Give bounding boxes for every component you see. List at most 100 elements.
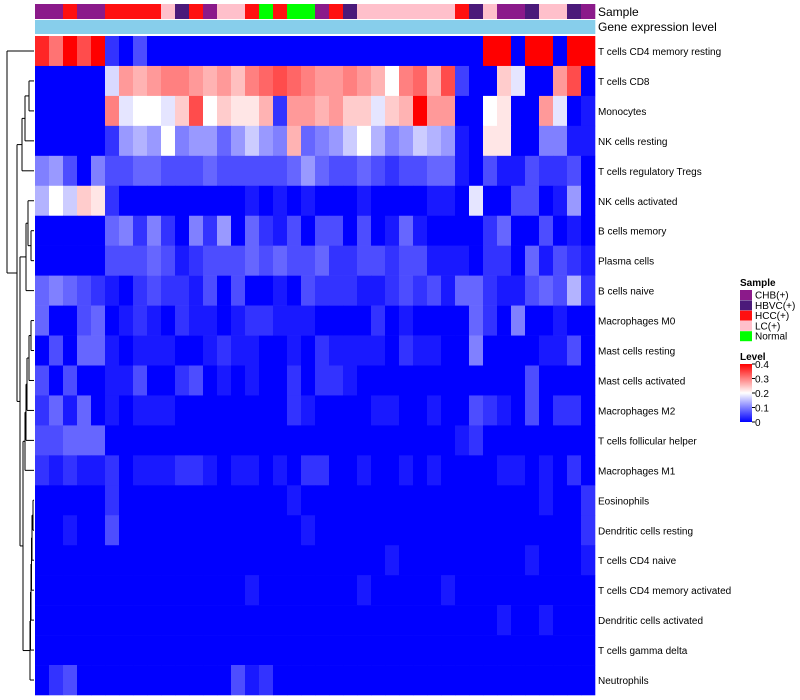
heatmap-cell [385,635,400,666]
heatmap-cell [371,335,386,366]
heatmap-cell [287,185,302,217]
heatmap-cell [245,185,260,217]
heatmap-cell [315,515,330,546]
heatmap-cell [147,455,162,486]
heatmap-cell [329,635,344,666]
heatmap-cell [511,95,526,127]
heatmap-cell [343,36,358,67]
heatmap-cell [413,515,428,546]
heatmap-cell [469,635,484,666]
sample-annotation-cell [371,4,386,19]
heatmap-cell [231,395,246,426]
heatmap-cell [539,665,554,696]
sample-annotation-cell [63,4,78,19]
heatmap-cell [441,575,456,606]
heatmap-cell [63,155,78,187]
gene-expression-annotation-cell [133,20,148,34]
heatmap-cell [553,185,568,217]
heatmap-cell [525,605,540,636]
heatmap-cell [301,305,316,336]
heatmap-cell [105,215,120,246]
heatmap-cell [343,575,358,606]
heatmap-cell [567,485,582,516]
heatmap-cell [63,455,78,486]
gene-expression-annotation-cell [385,20,400,34]
heatmap-cell [175,455,190,486]
heatmap-cell [259,185,274,217]
heatmap-cell [49,275,64,306]
heatmap-cell [105,125,120,157]
heatmap-cell [581,395,596,426]
heatmap-cell [63,515,78,546]
sample-annotation-cell [385,4,400,19]
heatmap-cell [455,305,470,336]
heatmap-cell [63,425,78,456]
row-label: T cells gamma delta [598,646,688,657]
gene-expression-annotation-cell [413,20,428,34]
heatmap-cell [35,605,50,636]
row-label: Dendritic cells activated [598,616,703,627]
heatmap-cell [399,335,414,366]
heatmap-cell [441,635,456,666]
heatmap-cell [455,635,470,666]
heatmap-cell [483,245,498,276]
heatmap-cell [105,545,120,576]
heatmap-cell [511,335,526,366]
legend-level-tick-label: 0.4 [755,360,769,371]
heatmap-cell [175,395,190,426]
heatmap-cell [567,275,582,306]
heatmap-cell [371,36,386,67]
heatmap-cell [483,65,498,97]
heatmap-cell [469,665,484,696]
heatmap-cell [567,65,582,97]
gene-expression-annotation-cell [329,20,344,34]
annotation-label-gene-expression: Gene expression level [598,20,717,34]
heatmap-cell [371,155,386,187]
heatmap-cell [231,125,246,157]
heatmap-cell [455,665,470,696]
heatmap-cell [343,65,358,97]
gene-expression-annotation-cell [371,20,386,34]
heatmap-cell [49,425,64,456]
heatmap-cell [189,125,204,157]
heatmap-cell [63,635,78,666]
heatmap-cell [399,575,414,606]
row-label: B cells naive [598,287,655,298]
heatmap-cell [553,635,568,666]
heatmap-cell [189,305,204,336]
heatmap-cell [105,455,120,486]
heatmap-cell [413,155,428,187]
heatmap-cell [525,185,540,217]
row-label: T cells CD4 memory resting [598,47,721,58]
heatmap-cell [413,635,428,666]
heatmap-cell [35,365,50,396]
heatmap-cell [483,665,498,696]
heatmap-cell [133,305,148,336]
heatmap-cell [385,605,400,636]
heatmap-cell [217,545,232,576]
heatmap-cell [553,125,568,157]
heatmap-cell [315,545,330,576]
heatmap-cell [483,215,498,246]
heatmap-cell [273,665,288,696]
heatmap-cell [217,335,232,366]
gene-expression-annotation-cell [161,20,176,34]
heatmap-cell [441,455,456,486]
gene-expression-annotation-cell [105,20,120,34]
heatmap-cell [189,425,204,456]
heatmap-cell [343,95,358,127]
heatmap-cell [483,455,498,486]
heatmap-cell [441,245,456,276]
heatmap-cell [35,635,50,666]
heatmap-cell [217,635,232,666]
heatmap-cell [217,365,232,396]
heatmap-cell [511,245,526,276]
heatmap-cell [77,185,92,217]
heatmap-cell [469,36,484,67]
heatmap-cell [217,215,232,246]
legend-sample-swatch [740,320,752,331]
heatmap-cell [385,125,400,157]
heatmap-cells [35,36,596,696]
heatmap-cell [497,395,512,426]
heatmap-cell [581,485,596,516]
